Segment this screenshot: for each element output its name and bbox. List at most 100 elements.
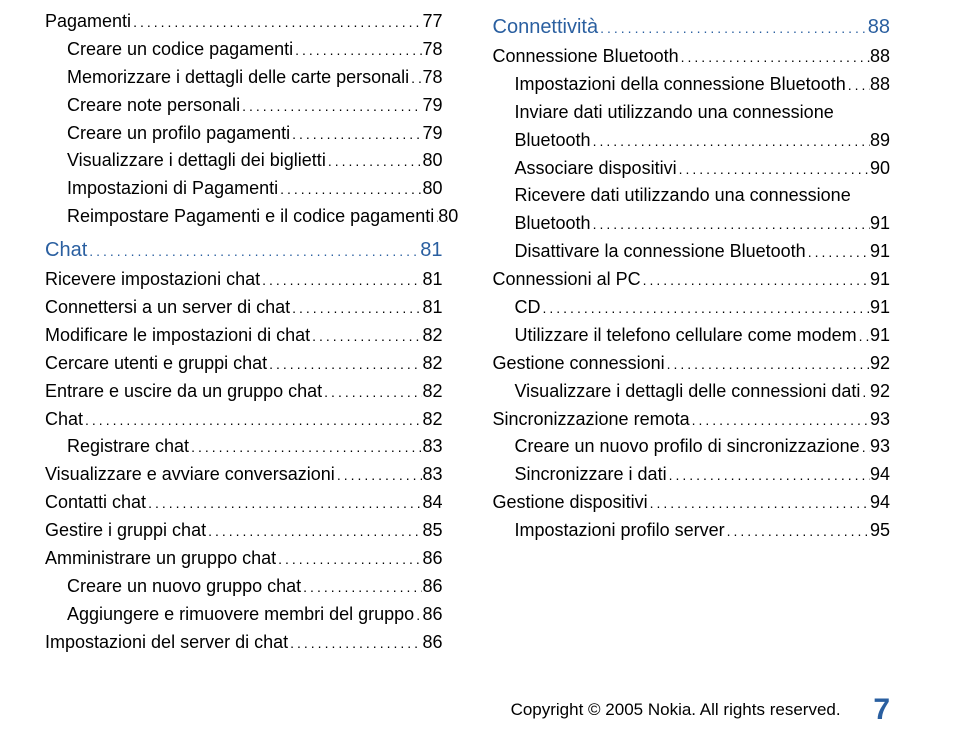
toc-entry-label: Disattivare la connessione Bluetooth [493, 238, 806, 266]
toc-entry: Creare un nuovo profilo di sincronizzazi… [493, 433, 891, 461]
toc-entry: Ricevere dati utilizzando una connession… [493, 182, 891, 210]
toc-entry-page: 86 [422, 601, 442, 629]
toc-entry: Visualizzare i dettagli delle connession… [493, 378, 891, 406]
toc-leader-dots: ........................................… [541, 298, 870, 320]
toc-leader-dots: ........................................… [591, 131, 870, 153]
toc-leader-dots: ........................................… [131, 12, 422, 34]
toc-leader-dots: ........................................… [326, 151, 423, 173]
toc-entry-page: 89 [870, 127, 890, 155]
toc-entry-label: Reimpostare Pagamenti e il codice pagame… [45, 203, 434, 231]
toc-entry-label: Creare un nuovo gruppo chat [45, 573, 301, 601]
toc-leader-dots: ........................................… [665, 354, 870, 376]
toc-entry-page: 88 [868, 12, 890, 43]
toc-entry-page: 94 [870, 461, 890, 489]
toc-entry: Gestione connessioni....................… [493, 350, 891, 378]
toc-entry: Cercare utenti e gruppi chat............… [45, 350, 443, 378]
toc-entry-label: Creare note personali [45, 92, 240, 120]
toc-entry-label: Connessioni al PC [493, 266, 641, 294]
toc-entry: Memorizzare i dettagli delle carte perso… [45, 64, 443, 92]
toc-entry-label: Gestione dispositivi [493, 489, 648, 517]
toc-left-column: Pagamenti...............................… [45, 8, 443, 657]
toc-entry-page: 91 [870, 210, 890, 238]
toc-entry-page: 81 [422, 294, 442, 322]
toc-leader-dots: ........................................… [83, 410, 422, 432]
toc-section-heading: Chat....................................… [45, 235, 443, 266]
toc-entry-label: CD [493, 294, 541, 322]
page-footer: Copyright © 2005 Nokia. All rights reser… [511, 693, 890, 727]
toc-leader-dots: ........................................… [667, 465, 870, 487]
toc-entry-label: Memorizzare i dettagli delle carte perso… [45, 64, 409, 92]
toc-entry: Amministrare un gruppo chat.............… [45, 545, 443, 573]
toc-entry-page: 82 [422, 378, 442, 406]
toc-entry-page: 94 [870, 489, 890, 517]
toc-leader-dots: ........................................… [276, 549, 422, 571]
toc-columns: Pagamenti...............................… [0, 0, 960, 657]
toc-leader-dots: ........................................… [301, 577, 422, 599]
copyright-text: Copyright © 2005 Nokia. All rights reser… [511, 700, 841, 720]
toc-leader-dots: ........................................… [414, 605, 422, 627]
toc-entry: Pagamenti...............................… [45, 8, 443, 36]
toc-entry-page: 81 [420, 235, 442, 266]
toc-leader-dots: ........................................… [598, 18, 868, 40]
toc-entry: Connessioni al PC.......................… [493, 266, 891, 294]
toc-entry-page: 83 [422, 433, 442, 461]
toc-entry: Sincronizzazione remota.................… [493, 406, 891, 434]
toc-entry: Creare un nuovo gruppo chat.............… [45, 573, 443, 601]
toc-entry-page: 86 [422, 573, 442, 601]
toc-entry: Bluetooth...............................… [493, 210, 891, 238]
toc-section-heading: Connettività............................… [493, 12, 891, 43]
toc-entry-label: Creare un codice pagamenti [45, 36, 293, 64]
toc-entry: Connessione Bluetooth...................… [493, 43, 891, 71]
toc-entry-page: 91 [870, 322, 890, 350]
toc-entry: Entrare e uscire da un gruppo chat......… [45, 378, 443, 406]
toc-entry: Bluetooth...............................… [493, 127, 891, 155]
toc-entry: Impostazioni del server di chat.........… [45, 629, 443, 657]
toc-entry-page: 84 [422, 489, 442, 517]
toc-entry-label: Impostazioni profilo server [493, 517, 725, 545]
toc-entry-label: Contatti chat [45, 489, 146, 517]
toc-right-column: Connettività............................… [493, 8, 891, 657]
toc-entry-label: Connettersi a un server di chat [45, 294, 290, 322]
toc-entry: Connettersi a un server di chat.........… [45, 294, 443, 322]
toc-entry: Creare note personali...................… [45, 92, 443, 120]
toc-entry: Utilizzare il telefono cellulare come mo… [493, 322, 891, 350]
toc-entry: Creare un codice pagamenti..............… [45, 36, 443, 64]
toc-entry: Visualizzare i dettagli dei biglietti...… [45, 147, 443, 175]
toc-entry-page: 82 [422, 350, 442, 378]
toc-entry-label: Chat [45, 235, 87, 266]
toc-entry-page: 92 [870, 350, 890, 378]
toc-entry-label: Visualizzare i dettagli delle connession… [493, 378, 861, 406]
toc-entry: Modificare le impostazioni di chat......… [45, 322, 443, 350]
toc-entry-page: 88 [870, 71, 890, 99]
toc-leader-dots: ........................................… [278, 179, 422, 201]
toc-leader-dots: ........................................… [806, 242, 870, 264]
toc-entry-label: Associare dispositivi [493, 155, 677, 183]
toc-entry: Reimpostare Pagamenti e il codice pagame… [45, 203, 443, 231]
toc-entry-page: 91 [870, 266, 890, 294]
toc-entry-label: Creare un profilo pagamenti [45, 120, 290, 148]
toc-entry-page: 90 [870, 155, 890, 183]
toc-entry-page: 83 [422, 461, 442, 489]
toc-entry-page: 93 [870, 433, 890, 461]
toc-leader-dots: ........................................… [322, 382, 422, 404]
toc-leader-dots: ........................................… [189, 437, 422, 459]
toc-entry-label: Gestione connessioni [493, 350, 665, 378]
toc-entry-label: Inviare dati utilizzando una connessione [493, 99, 834, 127]
toc-entry-label: Sincronizzare i dati [493, 461, 667, 489]
toc-entry: Sincronizzare i dati....................… [493, 461, 891, 489]
toc-leader-dots: ........................................… [857, 326, 870, 348]
toc-entry: Creare un profilo pagamenti.............… [45, 120, 443, 148]
toc-entry-page: 80 [422, 147, 442, 175]
toc-leader-dots: ........................................… [860, 437, 870, 459]
toc-entry-page: 91 [870, 294, 890, 322]
toc-entry-label: Impostazioni della connessione Bluetooth [493, 71, 846, 99]
toc-entry: Associare dispositivi...................… [493, 155, 891, 183]
toc-entry: Contatti chat...........................… [45, 489, 443, 517]
toc-entry-page: 80 [438, 203, 458, 231]
toc-leader-dots: ........................................… [409, 68, 422, 90]
toc-entry: Inviare dati utilizzando una connessione [493, 99, 891, 127]
toc-leader-dots: ........................................… [146, 493, 422, 515]
toc-entry-label: Visualizzare i dettagli dei biglietti [45, 147, 326, 175]
toc-entry-label: Bluetooth [493, 127, 591, 155]
toc-leader-dots: ........................................… [690, 410, 870, 432]
